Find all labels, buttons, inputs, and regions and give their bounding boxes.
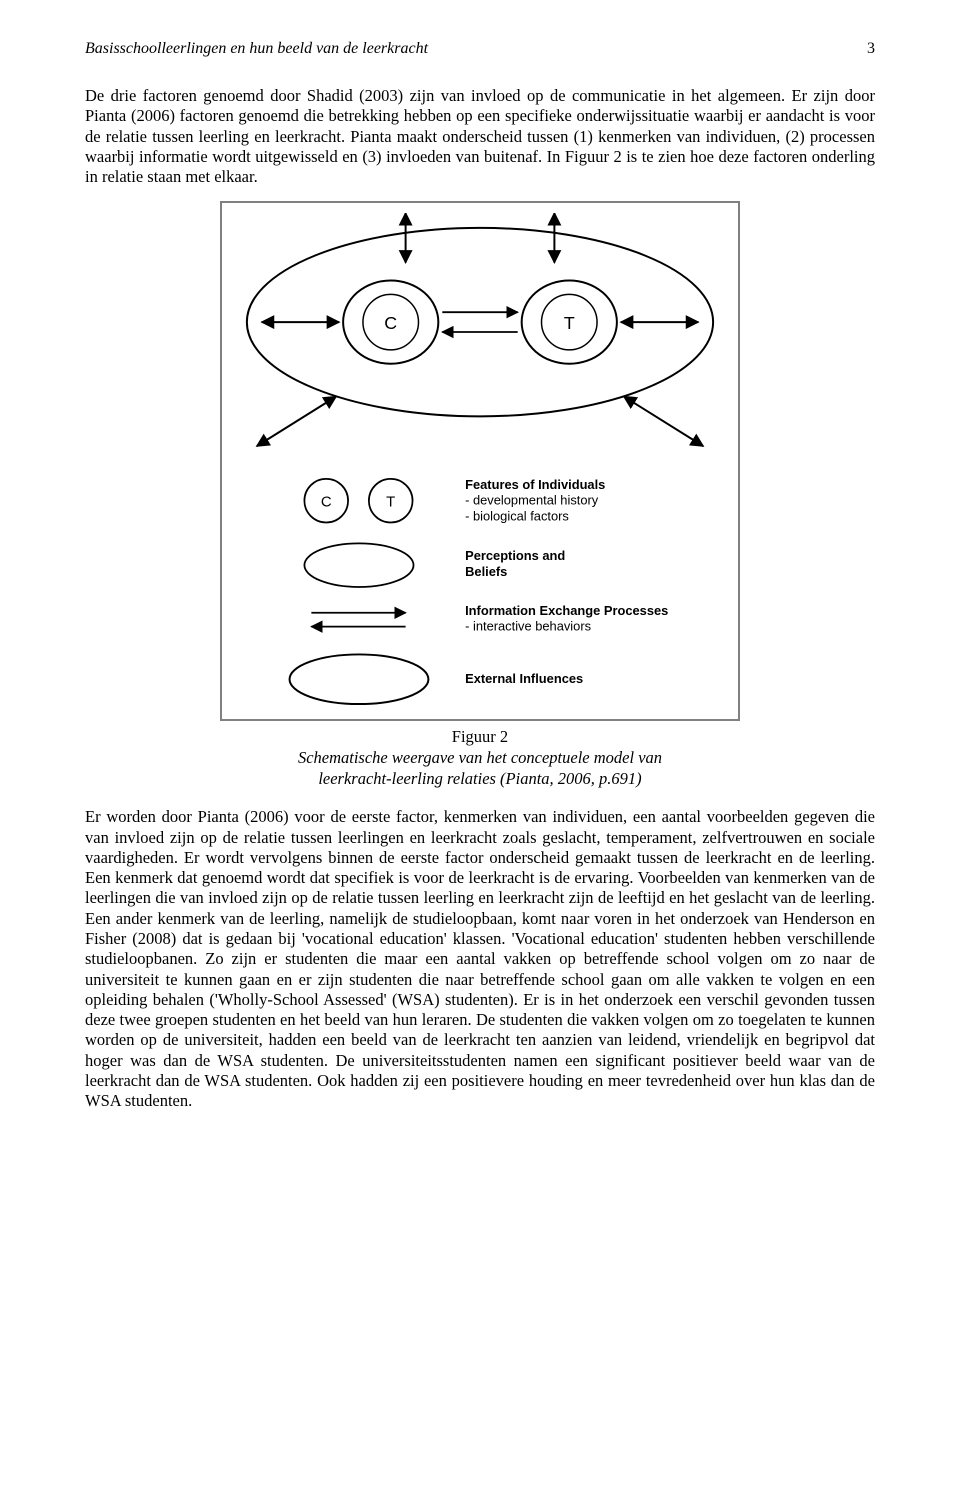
legend-perceptions-2: Beliefs [465,564,507,579]
figure-caption-line1: Figuur 2 [220,727,740,748]
running-head: Basisschoolleerlingen en hun beeld van d… [85,40,875,58]
legend-features-b2: - biological factors [465,509,569,524]
figure-block: C T C [220,201,740,789]
c-label: C [384,313,397,333]
legend-t-label: T [386,495,395,511]
legend-features-b1: - developmental history [465,493,599,508]
figure-caption: Figuur 2 Schematische weergave van het c… [220,727,740,789]
legend-ellipse-icon [304,544,413,588]
paragraph-body: Er worden door Pianta (2006) voor de eer… [85,807,875,1111]
legend-perceptions-1: Perceptions and [465,549,565,564]
diag-arrow-right-icon [624,397,703,447]
legend-big-ellipse-icon [290,655,429,705]
running-title: Basisschoolleerlingen en hun beeld van d… [85,40,428,58]
legend-external-title: External Influences [465,672,583,687]
paragraph-intro: De drie factoren genoemd door Shadid (20… [85,86,875,187]
page-number: 3 [867,40,875,58]
legend-c-label: C [321,495,332,511]
pianta-model-diagram: C T C [232,213,728,709]
diag-arrow-left-icon [257,397,336,447]
figure-caption-line3: leerkracht-leerling relaties (Pianta, 20… [220,769,740,790]
legend-info-b1: - interactive behaviors [465,619,591,634]
legend-info-title: Information Exchange Processes [465,603,668,618]
figure-frame: C T C [220,201,740,721]
legend-features-title: Features of Individuals [465,477,605,492]
page: Basisschoolleerlingen en hun beeld van d… [0,0,960,1186]
figure-caption-line2: Schematische weergave van het conceptuel… [220,748,740,769]
t-label: T [564,313,575,333]
